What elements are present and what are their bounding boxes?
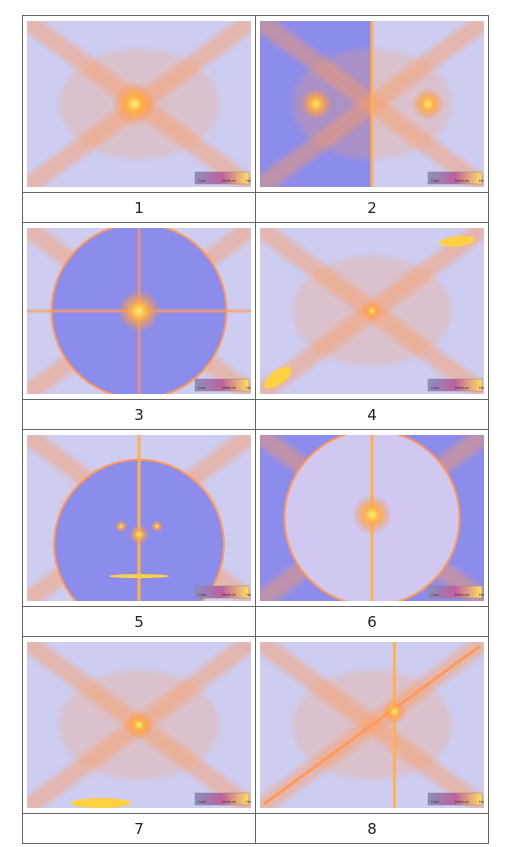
legend-box <box>427 792 483 806</box>
image-cell: Cold Medium Hot <box>255 222 489 400</box>
legend-box <box>427 378 483 392</box>
hot-streak <box>439 236 476 247</box>
legend-label: Cold <box>431 386 439 390</box>
hot-streak <box>70 798 131 808</box>
legend-label: Medium <box>455 593 470 597</box>
legend-label: Medium <box>455 179 470 183</box>
hot-spot <box>129 524 149 545</box>
hot-streak <box>264 366 292 389</box>
cell-label: 5 <box>22 606 256 637</box>
legend-label: Medium <box>222 179 237 183</box>
hot-spot <box>125 711 153 739</box>
legend-label: Medium <box>455 386 470 390</box>
hot-spot <box>115 520 128 533</box>
cell-label: 2 <box>255 192 489 223</box>
legend-label: Medium <box>222 800 237 804</box>
cell-label: 3 <box>22 399 256 430</box>
heatmap: Cold Medium Hot <box>27 642 251 808</box>
legend-label: Cold <box>198 179 206 183</box>
hot-spot <box>117 289 161 333</box>
image-cell: Cold Medium Hot <box>22 15 256 193</box>
hot-spot <box>300 88 332 120</box>
image-cell: Cold Medium Hot <box>255 429 489 607</box>
legend-label: Hot <box>246 800 251 804</box>
legend-label: Hot <box>479 386 484 390</box>
legend-box <box>427 585 483 599</box>
hot-spot <box>412 88 444 120</box>
cell-label: 8 <box>255 813 489 844</box>
legend-label: Hot <box>479 800 484 804</box>
cell-label: 7 <box>22 813 256 844</box>
legend-label: Cold <box>431 179 439 183</box>
legend-label: Cold <box>431 593 439 597</box>
heatmap: Cold Medium Hot <box>260 21 484 187</box>
legend-label: Cold <box>198 386 206 390</box>
hot-spot <box>352 494 392 535</box>
image-cell: Cold Medium Hot <box>255 15 489 193</box>
legend-label: Medium <box>455 800 470 804</box>
legend-label: Hot <box>246 179 251 183</box>
heatmap: Cold Medium Hot <box>27 435 251 601</box>
legend-box <box>194 171 250 185</box>
legend-label: Cold <box>431 800 439 804</box>
legend-box <box>194 792 250 806</box>
legend-box <box>427 171 483 185</box>
hot-spot <box>150 520 163 533</box>
legend-box <box>194 378 250 392</box>
cell-label: 6 <box>255 606 489 637</box>
image-row: Cold Medium Hot Cold Medium Hot <box>22 15 489 193</box>
image-cell: Cold Medium Hot <box>22 222 256 400</box>
image-cell: Cold Medium Hot <box>22 636 256 814</box>
legend-label: Hot <box>479 593 484 597</box>
figure-grid: Cold Medium Hot Cold Medium Hot 12 Cold Medium Ho… <box>22 15 489 844</box>
legend-box <box>194 585 250 599</box>
diagonal-line <box>263 644 481 806</box>
hot-spot <box>362 301 382 321</box>
image-row: Cold Medium Hot Cold Medium Hot <box>22 222 489 400</box>
hot-spot <box>382 699 407 724</box>
heatmap: Cold Medium Hot <box>260 228 484 394</box>
hot-streak <box>109 574 169 579</box>
legend-label: Hot <box>246 593 251 597</box>
legend-label: Cold <box>198 800 206 804</box>
heatmap: Cold Medium Hot <box>260 435 484 601</box>
heatmap: Cold Medium Hot <box>260 642 484 808</box>
cell-label: 4 <box>255 399 489 430</box>
legend-label: Cold <box>198 593 206 597</box>
heatmap: Cold Medium Hot <box>27 21 251 187</box>
heatmap: Cold Medium Hot <box>27 228 251 394</box>
image-row: Cold Medium Hot Cold Medium Hot <box>22 429 489 607</box>
hot-spot <box>112 82 157 126</box>
legend-label: Hot <box>479 179 484 183</box>
legend-label: Medium <box>222 386 237 390</box>
cell-label: 1 <box>22 192 256 223</box>
legend-label: Hot <box>246 386 251 390</box>
legend-label: Medium <box>222 593 237 597</box>
image-cell: Cold Medium Hot <box>255 636 489 814</box>
image-cell: Cold Medium Hot <box>22 429 256 607</box>
image-row: Cold Medium Hot Cold Medium Hot <box>22 636 489 814</box>
